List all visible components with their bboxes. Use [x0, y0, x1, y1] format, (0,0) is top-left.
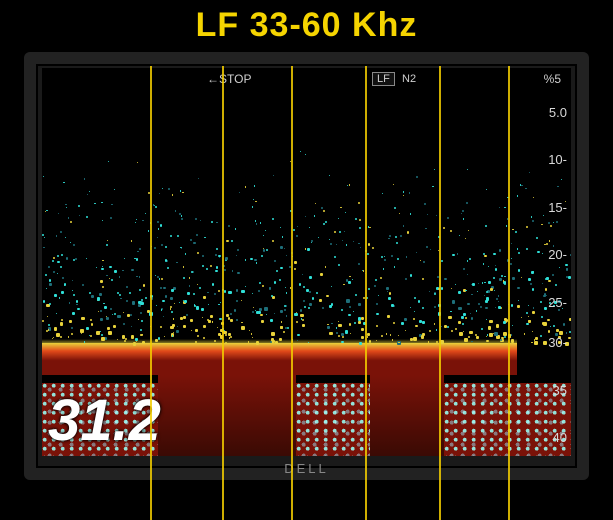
depth-readout: 31.2	[48, 387, 161, 454]
freq-line	[439, 66, 441, 520]
mode-box: LF	[372, 72, 395, 86]
monitor-bezel: ←STOP LF N2 %5 5.0 10- 15- 20- 25- 30- 35 40 31…	[24, 52, 589, 480]
sensitivity-readout: %5	[544, 72, 561, 86]
freq-line	[222, 66, 224, 520]
freq-line	[150, 66, 152, 520]
stop-indicator: ←STOP	[207, 72, 251, 86]
mode-n: N2	[402, 73, 416, 85]
page-title: LF 33-60 Khz	[0, 0, 613, 45]
depth-tick: 20-	[548, 247, 567, 262]
depth-tick: 30-	[548, 335, 567, 350]
screen-topbar: ←STOP LF N2 %5	[42, 68, 571, 90]
depth-tick: 40	[553, 430, 567, 445]
depth-tick: 35	[553, 383, 567, 398]
depth-tick: 15-	[548, 200, 567, 215]
sonar-echogram: 5.0 10- 15- 20- 25- 30- 35 40 31.2	[42, 90, 571, 456]
freq-line	[291, 66, 293, 520]
depth-tick: 25-	[548, 295, 567, 310]
freq-line	[508, 66, 510, 520]
bottom-echo-band	[42, 343, 517, 376]
freq-line	[365, 66, 367, 520]
depth-tick: 5.0	[549, 105, 567, 120]
subbottom-block	[370, 375, 444, 456]
depth-tick: 10-	[548, 152, 567, 167]
subbottom-block	[296, 383, 370, 456]
subbottom-block	[158, 375, 296, 456]
depth-scale: 5.0 10- 15- 20- 25- 30- 35 40	[513, 90, 567, 456]
sonar-screen: ←STOP LF N2 %5 5.0 10- 15- 20- 25- 30- 35 40 31…	[42, 68, 571, 456]
